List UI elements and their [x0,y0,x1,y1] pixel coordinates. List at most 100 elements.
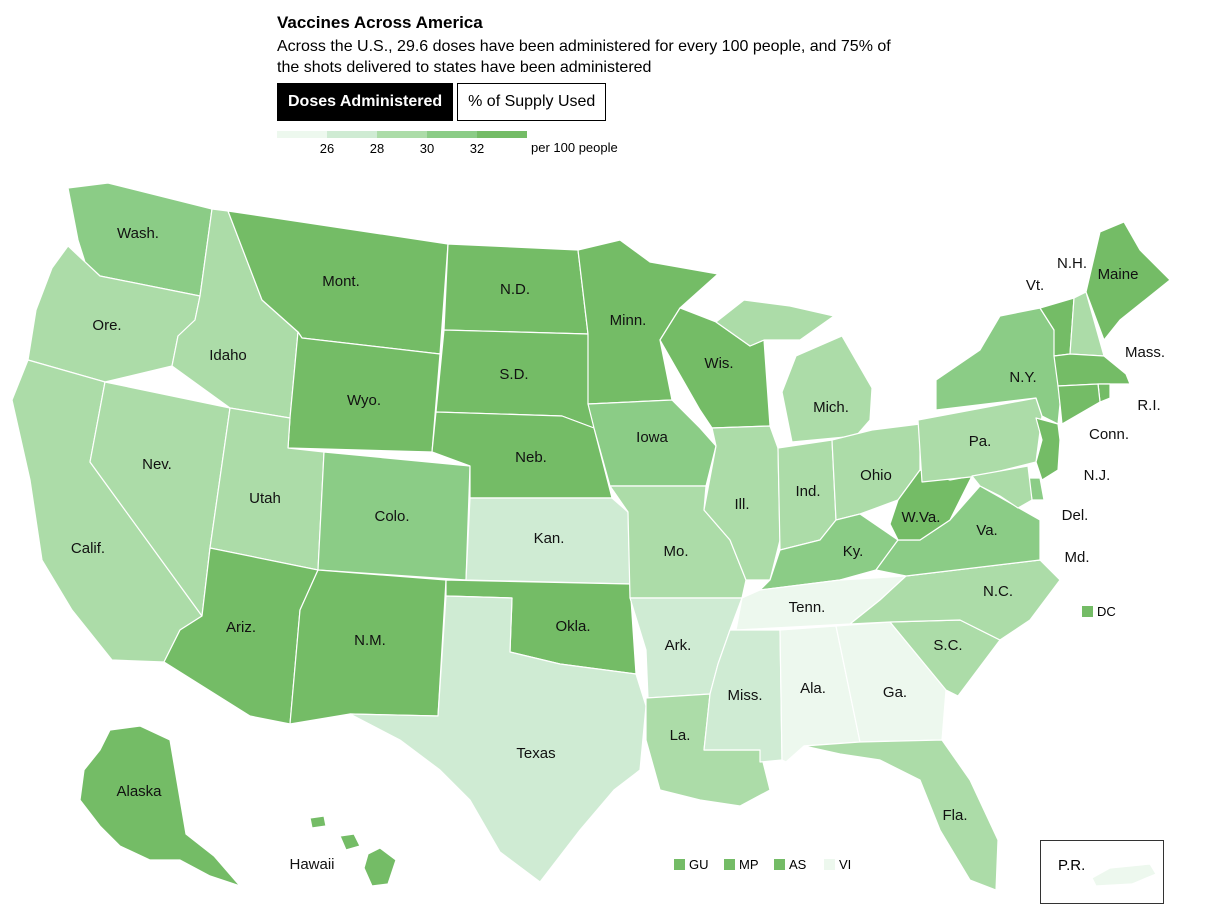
legend-swatch-3 [377,131,427,138]
state-label-mo: Mo. [663,543,688,560]
state-label-ri: R.I. [1137,397,1160,414]
pr-island[interactable] [1091,863,1157,887]
state-maine[interactable] [1085,221,1171,341]
state-label-okla: Okla. [555,618,590,635]
legend-tick-26: 26 [319,141,335,156]
as-swatch [774,859,785,870]
state-label-mass: Mass. [1125,344,1165,361]
state-label-alaska: Alaska [116,783,162,800]
legend-tick-30: 30 [419,141,435,156]
pr-label: P.R. [1058,857,1086,874]
state-label-wis: Wis. [704,355,733,372]
state-label-la: La. [670,727,691,744]
territory-vi[interactable]: VI [824,857,851,872]
state-hawaii-oahu[interactable] [309,815,327,829]
legend-bar [277,131,527,138]
dc-swatch [1082,606,1093,617]
tab-doses-administered[interactable]: Doses Administered [277,83,454,121]
state-label-ny: N.Y. [1009,369,1036,386]
chart-title: Vaccines Across America [277,13,483,32]
state-label-ohio: Ohio [860,467,892,484]
state-label-conn: Conn. [1089,426,1129,443]
chart-subtitle: Across the U.S., 29.6 doses have been ad… [277,38,891,76]
territory-as[interactable]: AS [774,857,806,872]
state-label-pa: Pa. [969,433,992,450]
gu-label: GU [689,857,709,872]
vi-swatch [824,859,835,870]
state-label-iowa: Iowa [636,429,668,446]
state-label-neb: Neb. [515,449,547,466]
state-label-nm: N.M. [354,632,386,649]
state-label-md: Md. [1064,549,1089,566]
mp-label: MP [739,857,759,872]
state-mich-up[interactable] [715,299,835,347]
state-md[interactable] [971,465,1033,509]
legend-unit: per 100 people [531,140,618,155]
state-label-del: Del. [1062,507,1089,524]
territory-gu[interactable]: GU [674,857,709,872]
state-label-ind: Ind. [795,483,820,500]
metric-toggle: Doses Administered % of Supply Used [277,83,607,121]
state-label-miss: Miss. [728,687,763,704]
state-label-mont: Mont. [322,273,360,290]
state-label-idaho: Idaho [209,347,247,364]
state-ill[interactable] [703,425,781,581]
state-label-colo: Colo. [374,508,409,525]
state-label-nj: N.J. [1084,467,1111,484]
state-label-nev: Nev. [142,456,172,473]
state-iowa[interactable] [587,399,717,487]
legend-swatch-5 [477,131,527,138]
state-label-vt: Vt. [1026,277,1044,294]
state-alaska[interactable] [79,725,241,887]
state-label-nc: N.C. [983,583,1013,600]
state-label-ore: Ore. [92,317,121,334]
state-label-ark: Ark. [665,637,692,654]
state-label-wash: Wash. [117,225,159,242]
state-texas[interactable] [349,595,647,883]
state-label-texas: Texas [516,745,555,762]
chart-header: Vaccines Across America Across the U.S.,… [277,12,917,78]
state-label-kan: Kan. [534,530,565,547]
state-label-ala: Ala. [800,680,826,697]
as-label: AS [789,857,807,872]
state-conn[interactable] [1057,383,1101,425]
state-label-ga: Ga. [883,684,907,701]
state-label-nd: N.D. [500,281,530,298]
state-label-maine: Maine [1098,266,1139,283]
dc-label: DC [1097,604,1116,619]
state-label-ky: Ky. [843,543,864,560]
state-label-utah: Utah [249,490,281,507]
state-label-wyo: Wyo. [347,392,381,409]
state-fla[interactable] [803,739,999,891]
state-label-sc: S.C. [933,637,962,654]
state-mass[interactable] [1053,353,1131,387]
state-label-hawaii: Hawaii [289,856,334,873]
tab-percent-supply-used[interactable]: % of Supply Used [457,83,607,121]
gu-swatch [674,859,685,870]
state-label-mich: Mich. [813,399,849,416]
state-nc[interactable] [849,559,1061,641]
state-label-ariz: Ariz. [226,619,256,636]
legend-tick-32: 32 [469,141,485,156]
legend-swatch-1 [277,131,327,138]
state-label-va: Va. [976,522,997,539]
state-label-wva: W.Va. [902,509,941,526]
legend-ticks: 26 28 30 32 [277,138,527,156]
mp-swatch [724,859,735,870]
legend-swatch-4 [427,131,477,138]
state-label-fla: Fla. [942,807,967,824]
state-hawaii[interactable] [363,847,397,887]
state-label-nh: N.H. [1057,255,1087,272]
territory-mp[interactable]: MP [724,857,759,872]
color-legend: 26 28 30 32 [277,131,527,156]
state-label-sd: S.D. [499,366,528,383]
state-hawaii-maui[interactable] [339,833,361,851]
state-label-ill: Ill. [735,496,750,513]
territory-dc[interactable]: DC [1082,604,1116,619]
pr-inset: P.R. [1040,840,1164,904]
state-label-tenn: Tenn. [789,599,826,616]
state-nj[interactable] [1035,417,1061,481]
state-mich[interactable] [781,335,873,443]
state-miss[interactable] [703,629,783,763]
